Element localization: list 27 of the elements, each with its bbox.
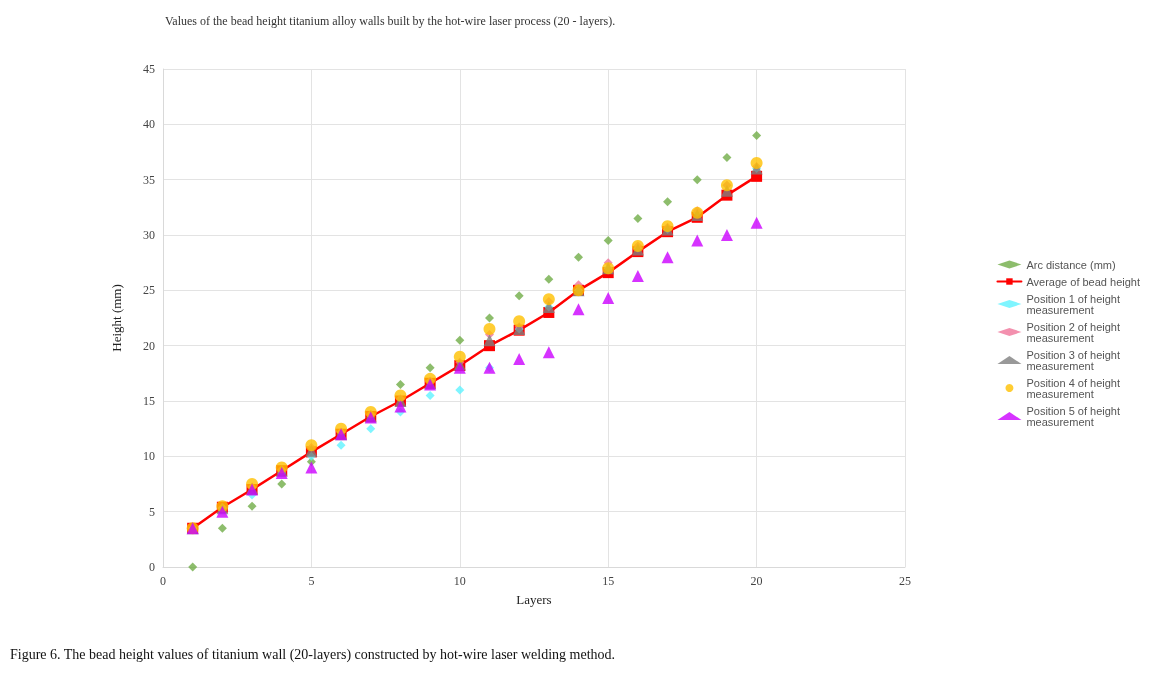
legend-label: Position 3 of height measurement xyxy=(1026,348,1124,372)
y-tick-label: 45 xyxy=(143,62,155,76)
y-tick-label: 30 xyxy=(143,228,155,242)
y-tick-label: 40 xyxy=(143,117,155,132)
y-tick-label: 5 xyxy=(149,504,155,519)
x-tick-label: 25 xyxy=(899,574,911,588)
y-tick-label: 35 xyxy=(143,172,155,187)
y-tick-label: 10 xyxy=(143,449,155,464)
legend-label: Position 5 of height measurement xyxy=(1026,404,1124,428)
x-axis-title: Layers xyxy=(516,592,552,607)
y-tick-label: 25 xyxy=(143,283,155,298)
legend-label: Position 2 of height measurement xyxy=(1026,320,1124,344)
y-tick-label: 0 xyxy=(149,560,155,574)
chart-title: Values of the bead height titanium alloy walls built by the hot-wire laser process (20 - layers). xyxy=(165,14,616,28)
legend-label: Arc distance (mm) xyxy=(1026,258,1116,271)
y-tick-label: 20 xyxy=(143,338,155,353)
x-tick-label: 0 xyxy=(160,574,166,588)
caption: Figure 6. The bead height values of titanium wall (20-layers) constructed by hot-wire laser welding method. xyxy=(10,646,616,663)
y-tick-label: 15 xyxy=(143,394,155,408)
x-tick-label: 20 xyxy=(750,574,763,588)
legend-label: Average of bead height xyxy=(1026,275,1141,288)
x-tick-label: 5 xyxy=(308,574,315,588)
x-tick-label: 10 xyxy=(453,574,466,588)
legend-label: Position 1 of height measurement xyxy=(1026,292,1124,316)
y-axis-title: Height (mm) xyxy=(109,284,124,352)
x-tick-label: 15 xyxy=(602,574,615,588)
legend-label: Position 4 of height measurement xyxy=(1026,376,1124,400)
